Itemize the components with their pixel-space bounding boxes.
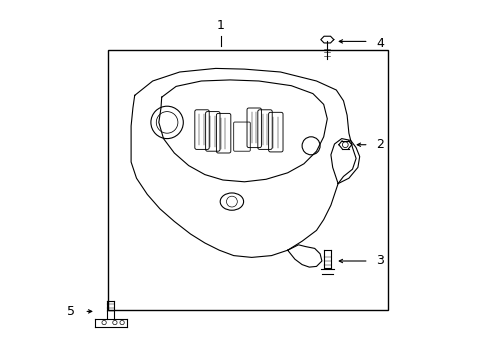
Text: 3: 3 xyxy=(375,255,383,267)
Bar xyxy=(107,50,387,310)
Text: 4: 4 xyxy=(375,37,383,50)
Text: 1: 1 xyxy=(217,19,224,32)
Text: 2: 2 xyxy=(375,138,383,151)
Text: 5: 5 xyxy=(66,305,75,318)
